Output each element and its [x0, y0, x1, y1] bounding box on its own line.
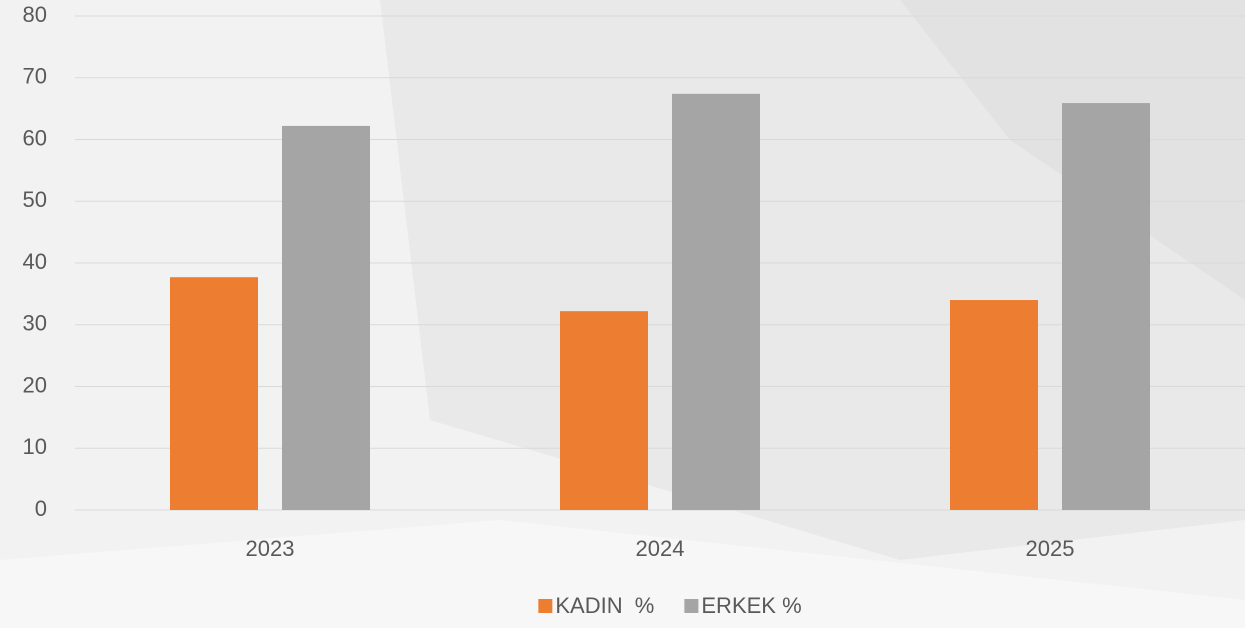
y-tick-label: 0: [35, 496, 47, 521]
y-tick-label: 70: [23, 64, 47, 89]
y-tick-label: 40: [23, 249, 47, 274]
x-tick-label: 2023: [246, 536, 295, 561]
legend-swatch: [538, 599, 553, 613]
y-tick-label: 10: [23, 434, 47, 459]
background-shape: [0, 520, 1245, 628]
bar: [560, 311, 648, 510]
x-tick-label: 2024: [636, 536, 685, 561]
bar: [282, 125, 370, 510]
x-tick-label: 2025: [1026, 536, 1075, 561]
y-tick-label: 50: [23, 187, 47, 212]
y-tick-label: 80: [23, 2, 47, 27]
legend-swatch: [684, 599, 699, 613]
y-tick-label: 60: [23, 125, 47, 150]
legend-label: KADIN %: [555, 593, 654, 618]
y-tick-label: 20: [23, 372, 47, 397]
y-tick-label: 30: [23, 311, 47, 336]
legend: KADIN % ERKEK %: [538, 593, 802, 618]
bar: [170, 277, 258, 510]
bar: [672, 93, 760, 511]
bar: [950, 300, 1038, 510]
bar: [1062, 103, 1150, 510]
legend-label: ERKEK %: [701, 593, 801, 618]
